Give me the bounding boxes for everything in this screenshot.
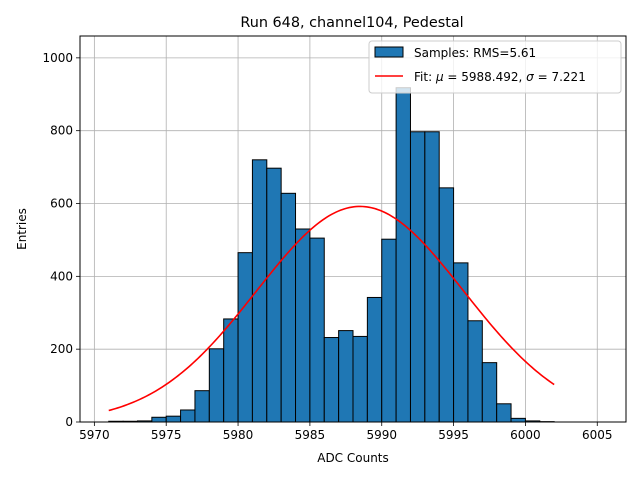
histogram-bar xyxy=(367,297,381,422)
x-tick-label: 6005 xyxy=(582,428,613,442)
histogram-bar xyxy=(439,188,453,422)
legend-sigma-equals: = xyxy=(534,70,552,84)
histogram-bar xyxy=(382,239,396,422)
y-tick-label: 0 xyxy=(65,415,73,429)
histogram-bar xyxy=(353,336,367,422)
histogram-bar xyxy=(482,363,496,422)
histogram-bar xyxy=(296,229,310,422)
legend-mu-symbol: μ xyxy=(435,70,444,84)
legend-fit-prefix: Fit: xyxy=(414,70,436,84)
histogram-bar xyxy=(425,132,439,422)
histogram-bar xyxy=(195,391,209,422)
x-tick-label: 5990 xyxy=(366,428,397,442)
x-tick-label: 5975 xyxy=(151,428,182,442)
chart-title: Run 648, channel104, Pedestal xyxy=(240,15,463,31)
legend-samples-label: Samples: RMS=5.61 xyxy=(414,46,536,60)
x-tick-label: 5985 xyxy=(295,428,326,442)
histogram-bar xyxy=(267,168,281,422)
y-axis-label: Entries xyxy=(15,208,29,250)
histogram-bar xyxy=(396,88,410,422)
histogram-bar xyxy=(166,416,180,422)
histogram-bar xyxy=(209,349,223,422)
histogram-bar xyxy=(252,160,266,422)
y-tick-label: 200 xyxy=(50,342,73,356)
histogram-bar xyxy=(224,319,238,422)
histogram-bar xyxy=(324,338,338,422)
y-tick-label: 800 xyxy=(50,124,73,138)
x-tick-label: 6000 xyxy=(510,428,541,442)
histogram-bar xyxy=(181,410,195,422)
histogram-bar xyxy=(497,404,511,422)
histogram-bar xyxy=(310,238,324,422)
histogram-bar xyxy=(238,253,252,422)
legend-mu-value: 5988.492 xyxy=(461,70,518,84)
histogram-bar xyxy=(468,321,482,422)
histogram-bars xyxy=(109,88,554,422)
y-tick-label: 1000 xyxy=(42,51,73,65)
x-tick-label: 5995 xyxy=(438,428,469,442)
x-axis-label: ADC Counts xyxy=(317,451,389,465)
y-axis-ticks: 0 200 400 600 800 1000 xyxy=(42,51,80,429)
histogram-bar xyxy=(281,193,295,422)
legend-mu-equals: = xyxy=(444,70,462,84)
histogram-bar xyxy=(152,417,166,422)
legend-samples-swatch xyxy=(375,47,403,57)
y-tick-label: 400 xyxy=(50,269,73,283)
x-axis-ticks: 5970 5975 5980 5985 5990 5995 6000 6005 xyxy=(79,422,612,442)
legend-fit-label: Fit: μ = 5988.492, σ = 7.221 xyxy=(414,70,586,84)
legend: Samples: RMS=5.61 Fit: μ = 5988.492, σ =… xyxy=(369,41,621,93)
x-tick-label: 5970 xyxy=(79,428,110,442)
histogram-bar xyxy=(511,418,525,422)
x-tick-label: 5980 xyxy=(223,428,254,442)
histogram-bar xyxy=(339,331,353,422)
legend-sigma-value: 7.221 xyxy=(551,70,585,84)
legend-separator: , xyxy=(519,70,527,84)
histogram-bar xyxy=(410,132,424,422)
y-tick-label: 600 xyxy=(50,197,73,211)
